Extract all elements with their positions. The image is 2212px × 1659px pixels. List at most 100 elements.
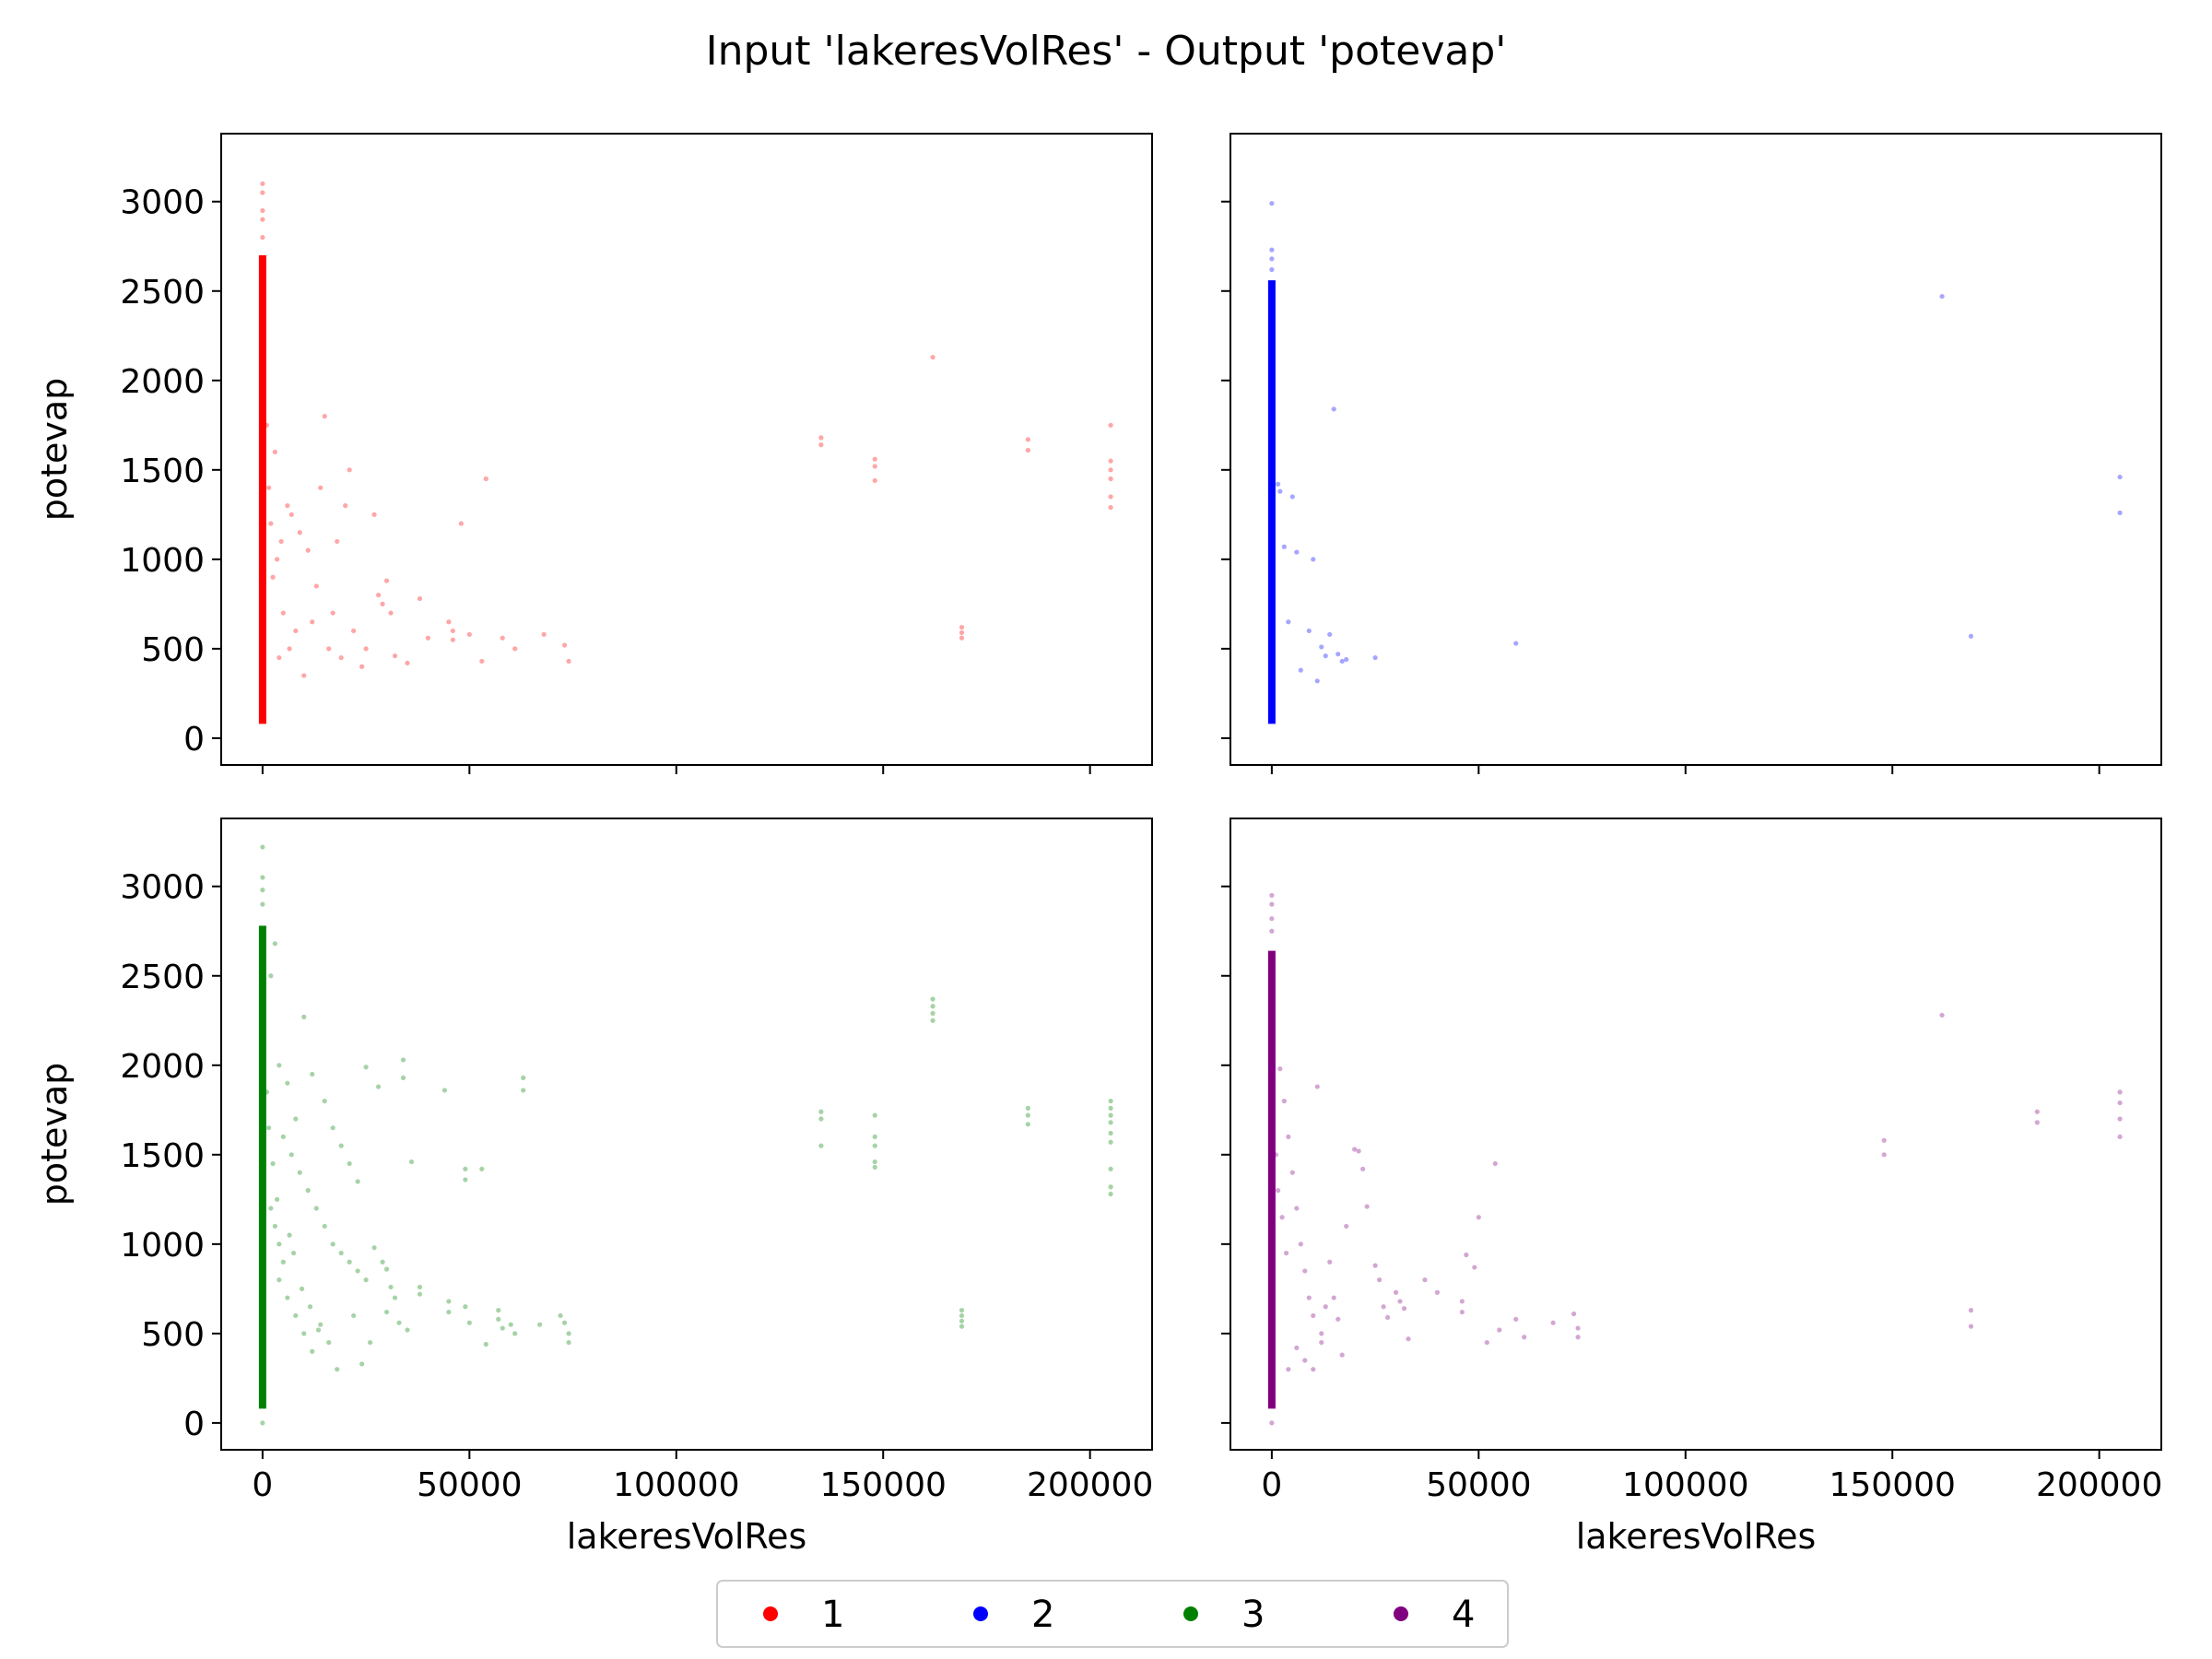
scatter-point: [363, 646, 369, 652]
scatter-point: [1269, 247, 1275, 253]
scatter-point: [1497, 1327, 1502, 1333]
scatter-point: [268, 1206, 274, 1211]
scatter-point: [1339, 658, 1345, 665]
scatter-point: [561, 642, 568, 648]
scatter-point: [363, 1277, 369, 1283]
scatter-point: [463, 1166, 468, 1171]
scatter-point: [288, 512, 294, 517]
scatter-point: [1327, 1259, 1333, 1265]
x-tick-label: 200000: [1027, 1466, 1153, 1504]
scatter-point: [1575, 1325, 1581, 1331]
scatter-point: [1968, 1324, 1974, 1329]
scatter-point: [1269, 928, 1275, 934]
scatter-point: [400, 1075, 406, 1080]
scatter-point: [496, 1308, 501, 1313]
scatter-point: [521, 1075, 526, 1080]
scatter-point: [1276, 481, 1281, 487]
scatter-point: [1575, 1335, 1581, 1340]
scatter-point: [450, 637, 455, 642]
scatter-point: [1302, 1358, 1308, 1363]
scatter-point: [1401, 1306, 1407, 1312]
scatter-point: [1484, 1339, 1489, 1346]
x-tick-label: 200000: [2036, 1466, 2162, 1504]
y-tick-label: 500: [141, 631, 205, 669]
scatter-point: [276, 654, 282, 661]
scatter-point: [293, 1312, 299, 1319]
scatter-point: [380, 601, 385, 606]
scatter-point: [2034, 1120, 2040, 1125]
scatter-point: [268, 973, 274, 979]
scatter-point: [1025, 1122, 1030, 1127]
scatter-point: [1397, 1299, 1403, 1304]
y-tick-label: 1500: [120, 453, 205, 490]
scatter-point: [338, 1250, 344, 1256]
scatter-point: [1939, 1012, 1945, 1018]
scatter-point: [347, 1160, 352, 1167]
scatter-point: [392, 1295, 398, 1300]
scatter-point: [288, 1152, 294, 1158]
scatter-point: [541, 631, 547, 637]
scatter-point: [326, 646, 332, 652]
scatter-point: [1335, 1316, 1341, 1322]
y-tick-label: 500: [141, 1316, 205, 1354]
scatter-point: [276, 1241, 282, 1247]
scatter-point: [264, 422, 269, 428]
scatter-point: [1108, 458, 1113, 464]
scatter-point: [305, 1188, 311, 1194]
scatter-point: [359, 664, 365, 669]
scatter-point: [392, 653, 398, 659]
scatter-point: [266, 1125, 272, 1131]
legend-frame: [716, 1580, 1509, 1648]
y-tick-label: 3000: [120, 184, 205, 222]
scatter-point: [1289, 1170, 1295, 1175]
scatter-point: [2117, 1100, 2123, 1106]
scatter-point: [1319, 644, 1324, 650]
scatter-point: [318, 485, 324, 490]
scatter-point: [375, 1084, 382, 1089]
x-tick-label: 150000: [1830, 1466, 1956, 1504]
scatter-point: [479, 658, 485, 665]
scatter-point: [276, 1063, 282, 1068]
scatter-point: [450, 628, 455, 634]
scatter-point: [2117, 474, 2123, 480]
scatter-point: [1319, 1339, 1324, 1346]
scatter-point: [417, 595, 423, 602]
scatter-point: [1269, 256, 1275, 262]
scatter-point: [260, 875, 265, 880]
scatter-point: [1522, 1335, 1527, 1340]
scatter-point: [1269, 266, 1275, 273]
scatter-point: [483, 1341, 488, 1347]
scatter-point: [301, 673, 307, 678]
scatter-point: [1377, 1277, 1382, 1283]
scatter-point: [1276, 1188, 1281, 1194]
scatter-point: [959, 629, 965, 636]
scatter-point: [264, 1089, 269, 1095]
scatter-point: [1284, 1250, 1289, 1256]
axes-frame: [1230, 818, 2162, 1451]
scatter-point: [1302, 1268, 1308, 1274]
scatter-point: [272, 449, 277, 455]
scatter-point: [537, 1322, 543, 1327]
scatter-point: [959, 1318, 965, 1324]
scatter-point: [1459, 1299, 1465, 1304]
scatter-point: [1344, 1223, 1349, 1230]
y-tick-label: 2500: [120, 959, 205, 996]
scatter-point: [930, 1004, 935, 1009]
scatter-point: [1339, 1352, 1345, 1358]
scatter-point: [1550, 1320, 1556, 1325]
scatter-point: [322, 1099, 327, 1104]
scatter-point: [260, 207, 265, 214]
scatter-point: [818, 1109, 824, 1114]
scatter-point: [1323, 1304, 1328, 1310]
scatter-point: [1269, 901, 1275, 907]
scatter-point: [930, 1010, 935, 1017]
scatter-point: [347, 467, 352, 473]
scatter-point: [818, 1116, 824, 1122]
scatter-point: [330, 610, 335, 616]
legend-label: 1: [821, 1594, 844, 1636]
scatter-point: [359, 1361, 365, 1367]
scatter-point: [1968, 1308, 1974, 1313]
scatter-point: [287, 1232, 292, 1238]
scatter-point: [1286, 619, 1291, 625]
